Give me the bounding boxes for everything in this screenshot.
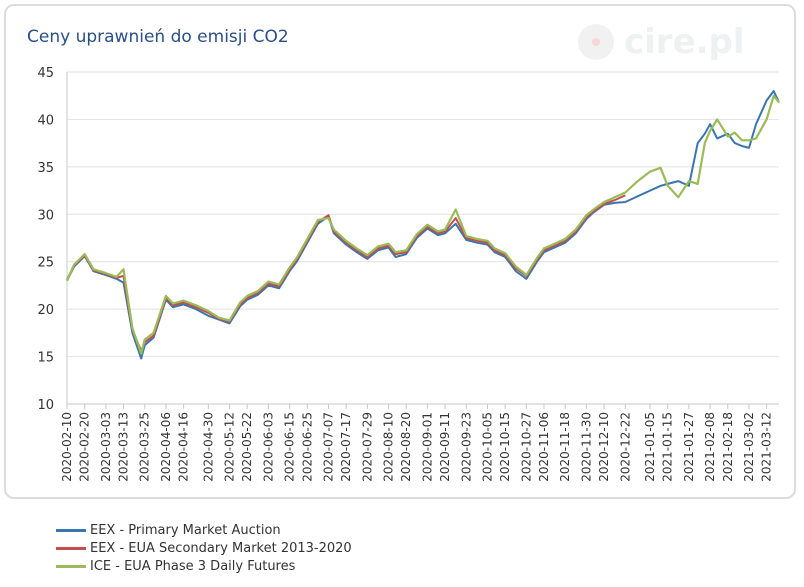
y-tick-label: 30	[37, 208, 54, 223]
x-tick-label: 2020-03-25	[138, 412, 152, 482]
y-tick-label: 25	[37, 256, 54, 271]
gridlines	[67, 72, 779, 404]
line-chart: 1015202530354045 2020-02-10 2020-02-20 202…	[0, 0, 804, 587]
x-tick-label: 2020-12-22	[618, 412, 632, 482]
x-tick-label: 2020-09-01	[420, 412, 434, 482]
x-tick-label: 2021-01-05	[643, 412, 657, 482]
x-tick-label: 2020-04-06	[159, 412, 173, 482]
x-tick-label: 2020-10-27	[519, 412, 533, 482]
series-lines	[67, 91, 779, 359]
x-axis: 2020-02-10 2020-02-20 2020-03-03 2020-03-13…	[60, 404, 779, 482]
x-tick-label: 2020-07-29	[360, 412, 374, 482]
x-tick-label: 2021-02-08	[703, 412, 717, 482]
series-line-1	[67, 91, 779, 359]
x-tick-label: 2020-02-20	[78, 412, 92, 482]
y-axis: 10 15 20 25 30 35 40 45	[37, 66, 67, 413]
x-tick-label: 2021-03-12	[760, 412, 774, 482]
legend-swatch	[56, 529, 86, 532]
x-tick-label: 2020-11-30	[579, 412, 593, 482]
y-tick-label: 45	[37, 66, 54, 81]
x-tick-label: 2020-10-05	[480, 412, 494, 482]
series-line-2	[67, 195, 625, 351]
x-tick-label: 2020-11-06	[537, 412, 551, 482]
legend-item: ICE - EUA Phase 3 Daily Futures	[56, 557, 352, 575]
x-tick-label: 2021-03-02	[742, 412, 756, 482]
x-tick-label: 2020-12-10	[597, 412, 611, 482]
legend-label: EEX - EUA Secondary Market 2013-2020	[90, 541, 352, 556]
y-tick-label: 10	[37, 398, 54, 413]
x-tick-label: 2021-02-18	[721, 412, 735, 482]
x-tick-label: 2021-01-15	[661, 412, 675, 482]
x-tick-label: 2020-03-03	[99, 412, 113, 482]
x-tick-label: 2020-06-15	[283, 412, 297, 482]
legend-item: EEX - Primary Market Auction	[56, 521, 352, 539]
series-line-3	[67, 96, 779, 354]
x-tick-label: 2020-07-07	[321, 412, 335, 482]
y-tick-label: 15	[37, 351, 54, 366]
x-tick-label: 2020-11-18	[558, 412, 572, 482]
y-tick-label: 35	[37, 161, 54, 176]
legend-item: EEX - EUA Secondary Market 2013-2020	[56, 539, 352, 557]
legend-swatch	[56, 547, 86, 550]
y-tick-label: 20	[37, 303, 54, 318]
x-tick-label: 2020-09-23	[459, 412, 473, 482]
x-tick-label: 2020-08-10	[382, 412, 396, 482]
x-tick-label: 2020-06-25	[300, 412, 314, 482]
x-tick-label: 2020-04-16	[177, 412, 191, 482]
y-tick-label: 40	[37, 113, 54, 128]
legend: EEX - Primary Market Auction EEX - EUA Se…	[56, 521, 352, 575]
x-tick-label: 2020-04-30	[201, 412, 215, 482]
x-tick-label: 2020-05-12	[223, 412, 237, 482]
x-tick-label: 2020-08-20	[399, 412, 413, 482]
x-tick-label: 2020-02-10	[60, 412, 74, 482]
x-tick-label: 2020-06-03	[261, 412, 275, 482]
x-tick-label: 2020-07-17	[339, 412, 353, 482]
legend-label: ICE - EUA Phase 3 Daily Futures	[90, 559, 295, 574]
x-tick-label: 2021-01-27	[682, 412, 696, 482]
legend-swatch	[56, 565, 86, 568]
x-tick-label: 2020-09-11	[438, 412, 452, 482]
x-tick-label: 2020-10-15	[498, 412, 512, 482]
x-tick-label: 2020-05-22	[240, 412, 254, 482]
legend-label: EEX - Primary Market Auction	[90, 523, 281, 538]
x-tick-label: 2020-03-13	[117, 412, 131, 482]
